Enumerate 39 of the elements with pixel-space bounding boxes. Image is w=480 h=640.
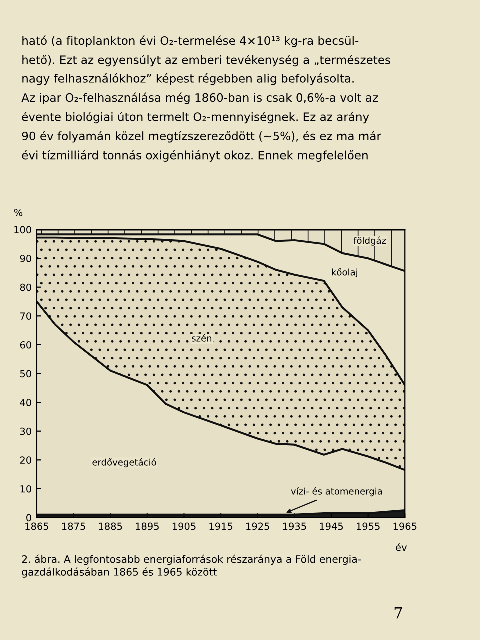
x-tick-label: 1865	[26, 522, 48, 530]
text: nagy felhasználókhoz” képest régebben alig befolyásolta.	[22, 74, 354, 86]
x-tick-label: 1935	[283, 522, 306, 530]
series-label: vízi- és atomenergia	[291, 488, 382, 497]
text: 7	[394, 607, 402, 619]
text: évi tízmilliárd tonnás oxigénhiányt okoz. Ennek megfelelően	[22, 150, 368, 162]
y-tick-label: 100	[14, 226, 32, 234]
series-label: kőolaj	[332, 268, 358, 278]
y-tick-label: 40	[20, 399, 32, 406]
y-tick-label: 90	[20, 255, 32, 262]
text: ható (a fitoplankton évi O₂-termelése 4×10¹³ kg-ra becsül-	[22, 36, 359, 48]
x-tick-label: 1885	[99, 522, 122, 530]
x-tick-label: 1875	[62, 522, 86, 530]
text: hető). Ezt az egyensúlyt az emberi tevékenység a „természetes	[22, 54, 390, 67]
x-tick-label: 1905	[172, 522, 196, 530]
x-tick-label: 1925	[246, 522, 270, 530]
text: évente biológiai úton termelt O₂-mennyiségnek. Ez az arány	[22, 112, 370, 124]
x-tick-label: 1915	[210, 522, 233, 530]
x-tick-label: 1945	[320, 522, 344, 530]
text: Az ipar O₂-felhasználása még 1860-ban is csak 0,6%-a volt az	[22, 92, 378, 104]
y-tick-label: 10	[20, 485, 32, 493]
x-tick-label: 1895	[136, 522, 159, 530]
y-tick-label: 30	[20, 428, 32, 436]
text: gazdálkodásában 1865 és 1965 között	[22, 568, 217, 578]
series-label: szén	[192, 334, 212, 342]
text: 90 év folyamán közel megtízszereződött (~5%), és ez ma már	[22, 131, 382, 143]
y-tick-label: 70	[20, 312, 32, 320]
y-tick-label: 20	[20, 456, 32, 464]
y-tick-label: 50	[20, 370, 32, 378]
x-tick-label: 1965	[394, 522, 417, 530]
series-label: földgáz	[354, 236, 386, 246]
y-tick-label: 80	[20, 284, 32, 292]
series-label: erdővegetáció	[92, 458, 156, 468]
y-tick-label: 0	[26, 514, 32, 522]
x-axis-title: év	[396, 543, 408, 552]
y-axis-title: %	[14, 209, 23, 216]
y-tick-label: 60	[20, 341, 32, 349]
text: 2. ábra. A legfontosabb energiaforrások részaránya a Föld energia-	[22, 554, 362, 566]
x-tick-label: 1955	[357, 522, 380, 530]
